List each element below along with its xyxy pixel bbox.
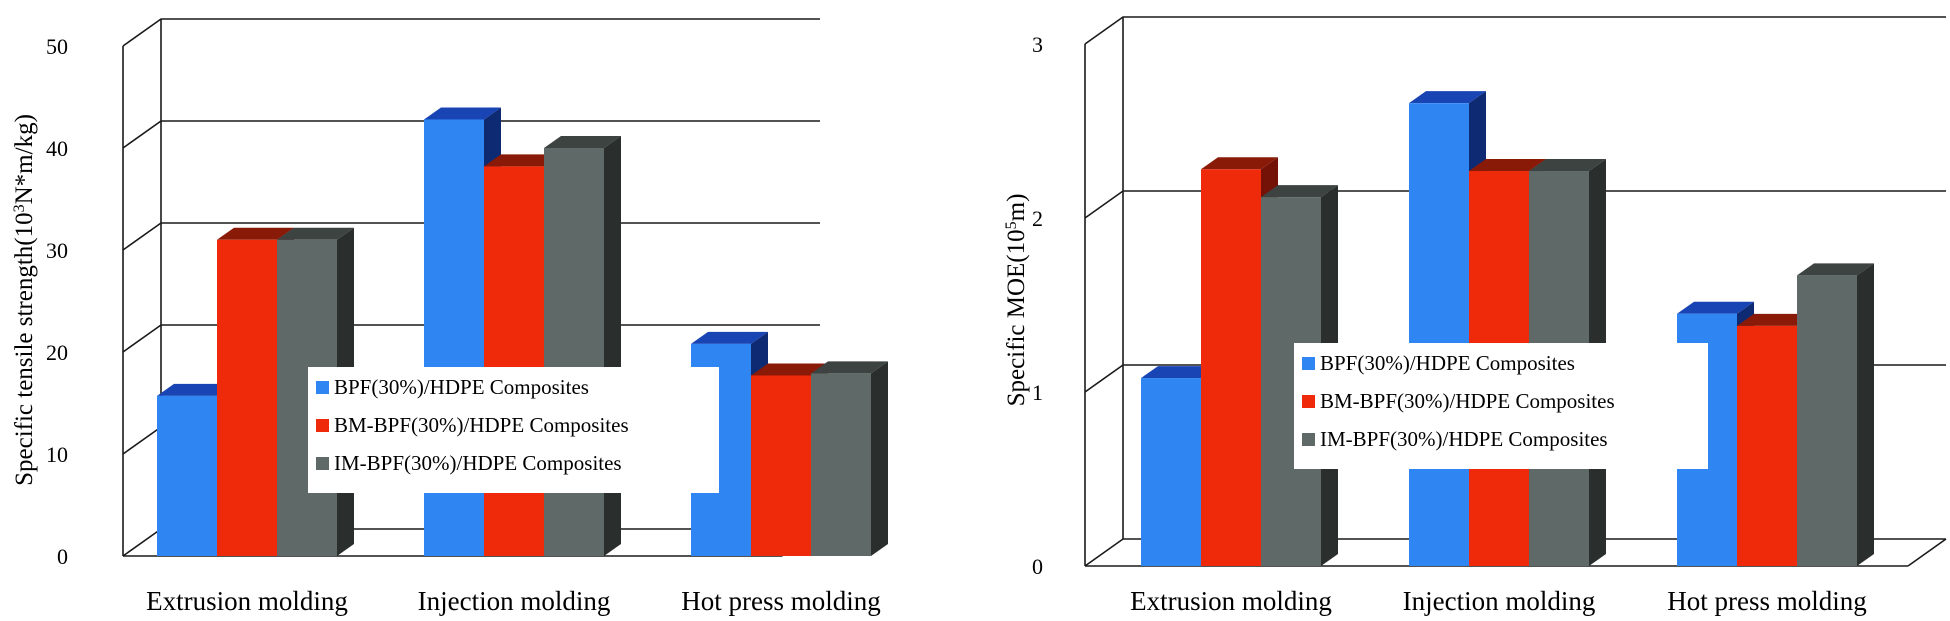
bar-front <box>1141 378 1201 566</box>
bar-top <box>277 227 354 240</box>
bar-front <box>751 375 811 556</box>
legend-box <box>1294 343 1708 469</box>
gridline <box>1084 16 1946 45</box>
bar-top <box>811 361 888 374</box>
bar-top <box>1201 157 1278 170</box>
x-category-label: Extrusion molding <box>1130 586 1332 616</box>
bar-top <box>1261 185 1338 198</box>
legend-entry: BM-BPF(30%)/HDPE Composites <box>334 413 629 437</box>
gridline <box>122 18 820 47</box>
bar <box>1797 263 1874 566</box>
chart-specific-moe: 0 1 2 3 Extrusion molding Injection molding Ho… <box>1003 16 1947 616</box>
legend-swatch <box>1302 433 1315 446</box>
y-tick-label: 0 <box>1032 554 1043 579</box>
y-tick-label: 20 <box>46 340 68 365</box>
bar-front <box>1409 103 1469 566</box>
x-category-label: Injection molding <box>1403 586 1596 616</box>
bar-front <box>217 239 277 557</box>
bar-front <box>811 373 871 556</box>
bar-front <box>484 166 544 557</box>
x-category-label: Extrusion molding <box>146 586 348 616</box>
legend-entry: IM-BPF(30%)/HDPE Composites <box>334 451 622 475</box>
bar-top <box>424 107 501 120</box>
bar-front <box>544 148 604 556</box>
bar-top <box>1529 159 1606 172</box>
bar-top <box>691 331 768 344</box>
legend-entry: IM-BPF(30%)/HDPE Composites <box>1320 427 1608 451</box>
bar-top <box>544 136 621 148</box>
bar-top <box>1409 91 1486 104</box>
y-tick-label: 3 <box>1032 32 1043 57</box>
bar-top <box>1677 301 1754 314</box>
bar-top <box>751 363 828 376</box>
y-tick-label: 10 <box>46 442 68 467</box>
x-category-label: Injection molding <box>418 586 611 616</box>
bar-front <box>1201 169 1261 566</box>
legend-entry: BPF(30%)/HDPE Composites <box>334 375 589 399</box>
bar-front <box>157 395 217 556</box>
bar-front <box>1797 275 1857 566</box>
bar-top <box>1797 263 1874 276</box>
legend-swatch <box>1302 357 1315 370</box>
bar-top <box>1737 313 1814 326</box>
bar-top <box>1141 366 1218 379</box>
y-tick-label: 40 <box>46 136 68 161</box>
bar-top <box>157 383 234 396</box>
floor-side-edge <box>1907 538 1947 567</box>
y-tick-label: 30 <box>46 238 68 263</box>
legend: BPF(30%)/HDPE Composites BM-BPF(30%)/HDPE… <box>1294 343 1708 469</box>
legend-swatch <box>316 457 329 470</box>
x-category-label: Hot press molding <box>1667 586 1867 616</box>
y-tick-label: 2 <box>1032 206 1043 231</box>
y-axis-label: Specific tensile strength(103N*m/kg) <box>11 114 39 486</box>
y-axis-label: Specific MOE(105m) <box>1003 194 1031 407</box>
bar <box>811 361 888 556</box>
legend-swatch <box>1302 395 1315 408</box>
y-tick-label: 1 <box>1032 380 1043 405</box>
legend-swatch <box>316 419 329 432</box>
bar-top <box>1469 159 1546 172</box>
bar-top <box>217 227 294 240</box>
legend-entry: BM-BPF(30%)/HDPE Composites <box>1320 389 1615 413</box>
bar-side <box>871 361 888 556</box>
legend-box <box>308 367 719 493</box>
bar-front <box>1737 325 1797 566</box>
chart-tensile-strength: 0 10 20 30 40 50 Extrusion molding Injection mo… <box>11 18 888 616</box>
y-tick-label: 50 <box>46 34 68 59</box>
bar-top <box>484 154 561 167</box>
y-tick-label: 0 <box>57 544 68 569</box>
legend: BPF(30%)/HDPE Composites BM-BPF(30%)/HDPE… <box>308 367 719 493</box>
bar-side <box>1857 263 1874 566</box>
x-category-label: Hot press molding <box>681 586 881 616</box>
legend-entry: BPF(30%)/HDPE Composites <box>1320 351 1575 375</box>
legend-swatch <box>316 381 329 394</box>
